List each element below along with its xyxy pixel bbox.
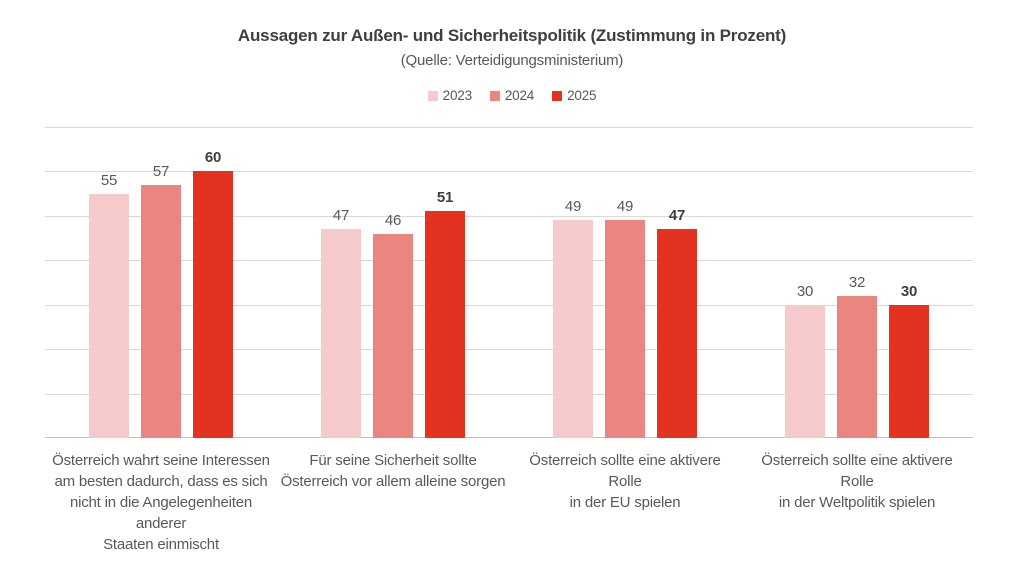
bar-cell-2024: 49 — [605, 198, 645, 438]
gridline — [45, 349, 973, 350]
bar-group-1: 55 57 60 — [45, 127, 277, 438]
bar-cell-2023: 49 — [553, 198, 593, 438]
legend-swatch-2025 — [552, 90, 563, 101]
chart-subtitle: (Quelle: Verteidigungsministerium) — [400, 52, 624, 69]
legend-swatch-2023 — [427, 90, 438, 101]
bar-group-3: 49 49 47 — [509, 127, 741, 438]
legend-label: 2024 — [504, 88, 535, 103]
gridline — [45, 394, 973, 395]
gridline — [45, 260, 973, 261]
bar-2024 — [837, 296, 877, 438]
gridline — [45, 305, 973, 306]
bar-cell-2025: 30 — [889, 283, 929, 438]
bar-2023 — [785, 305, 825, 438]
category-label-2: Für seine Sicherheit sollte Österreich v… — [280, 452, 506, 490]
plot-area: 55 57 60 47 46 51 49 49 47 30 32 30 — [45, 127, 973, 438]
category-label-1: Österreich wahrt seine Interessen am bes… — [52, 452, 270, 553]
bar-2025 — [425, 211, 465, 438]
bar-groups: 55 57 60 47 46 51 49 49 47 30 32 30 — [45, 127, 973, 438]
bar-cell-2025: 51 — [425, 189, 465, 438]
gridline — [45, 127, 973, 128]
bar-value-label: 51 — [436, 189, 454, 206]
bar-cell-2024: 57 — [141, 163, 181, 438]
bar-value-label: 30 — [900, 283, 918, 300]
bar-2024 — [373, 234, 413, 438]
gridline — [45, 171, 973, 172]
bar-cell-2025: 60 — [193, 149, 233, 438]
bar-group-2: 47 46 51 — [277, 127, 509, 438]
legend-label: 2023 — [442, 88, 472, 103]
category-axis: Österreich wahrt seine Interessen am bes… — [45, 450, 973, 555]
legend-item-2025: 2025 — [552, 88, 597, 103]
bar-value-label: 49 — [564, 198, 582, 215]
legend-swatch-2024 — [489, 90, 500, 101]
chart-title: Aussagen zur Außen- und Sicherheitspolit… — [237, 26, 787, 45]
bar-value-label: 30 — [796, 283, 814, 300]
bar-value-label: 55 — [100, 172, 118, 189]
bar-2023 — [553, 220, 593, 438]
bar-value-label: 47 — [332, 207, 350, 224]
bar-value-label: 47 — [668, 207, 686, 224]
bar-value-label: 57 — [152, 163, 170, 180]
gridline — [45, 216, 973, 217]
bar-cell-2023: 55 — [89, 172, 129, 438]
bar-cell-2023: 30 — [785, 283, 825, 438]
bar-cell-2023: 47 — [321, 207, 361, 438]
bar-cell-2025: 47 — [657, 207, 697, 438]
bar-2023 — [89, 194, 129, 438]
legend-item-2024: 2024 — [489, 88, 535, 103]
chart-legend: 2023 2024 2025 — [0, 88, 1024, 103]
baseline-gridline — [45, 437, 973, 438]
bar-2025 — [889, 305, 929, 438]
bar-value-label: 49 — [616, 198, 634, 215]
bar-cell-2024: 46 — [373, 212, 413, 438]
legend-label: 2025 — [567, 88, 597, 103]
bar-value-label: 60 — [204, 149, 222, 166]
bar-value-label: 46 — [384, 212, 402, 229]
bar-group-4: 30 32 30 — [741, 127, 973, 438]
bar-value-label: 32 — [848, 274, 866, 291]
bar-2024 — [605, 220, 645, 438]
bar-cell-2024: 32 — [837, 274, 877, 438]
category-label-3: Österreich sollte eine aktivere Rolle in… — [529, 452, 721, 511]
category-label-4: Österreich sollte eine aktivere Rolle in… — [761, 452, 953, 511]
legend-item-2023: 2023 — [427, 88, 472, 103]
bar-2025 — [657, 229, 697, 438]
bar-2025 — [193, 171, 233, 438]
bar-2023 — [321, 229, 361, 438]
bar-2024 — [141, 185, 181, 438]
